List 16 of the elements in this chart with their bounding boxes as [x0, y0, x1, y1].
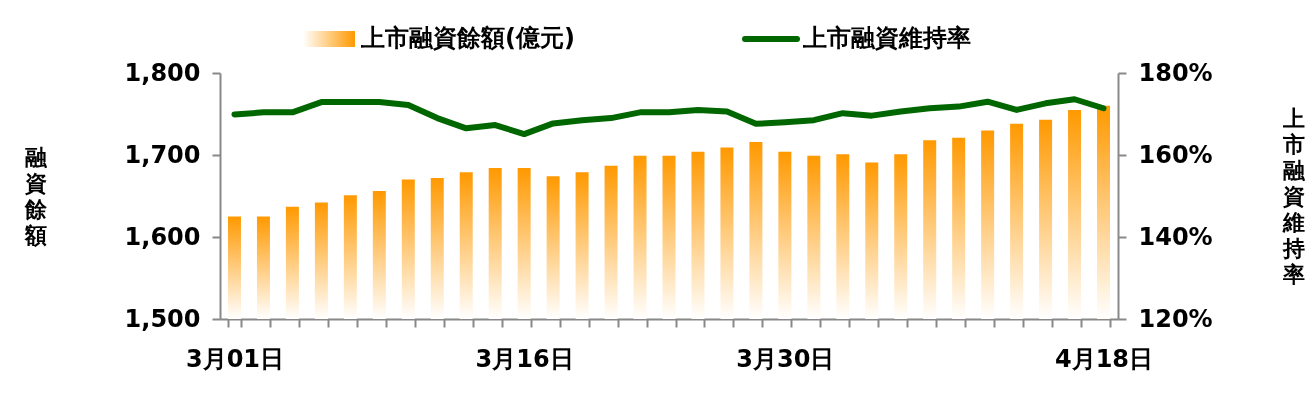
legend-label: 上市融資維持率: [802, 24, 971, 52]
y2-tick-label: 120%: [1138, 304, 1213, 333]
x-tick-label: 3月30日: [736, 344, 835, 373]
y2-tick-label: 180%: [1138, 58, 1213, 87]
y2-tick-label: 140%: [1138, 222, 1213, 251]
y2-axis-title: 上市融資維持率: [1281, 105, 1306, 287]
y2-tick-label: 160%: [1138, 140, 1213, 169]
x-tick-label: 4月18日: [1054, 344, 1154, 373]
y-tick-label: 1,500: [124, 304, 201, 333]
y-tick-label: 1,700: [124, 140, 201, 169]
y-tick-label: 1,600: [124, 222, 201, 251]
x-tick-label: 3月01日: [185, 344, 285, 373]
y-tick-label: 1,800: [124, 58, 201, 87]
x-tick-label: 3月16日: [475, 344, 574, 373]
y-axis-title: 融資餘額: [23, 144, 48, 248]
legend-label: 上市融資餘額(億元): [360, 24, 575, 52]
